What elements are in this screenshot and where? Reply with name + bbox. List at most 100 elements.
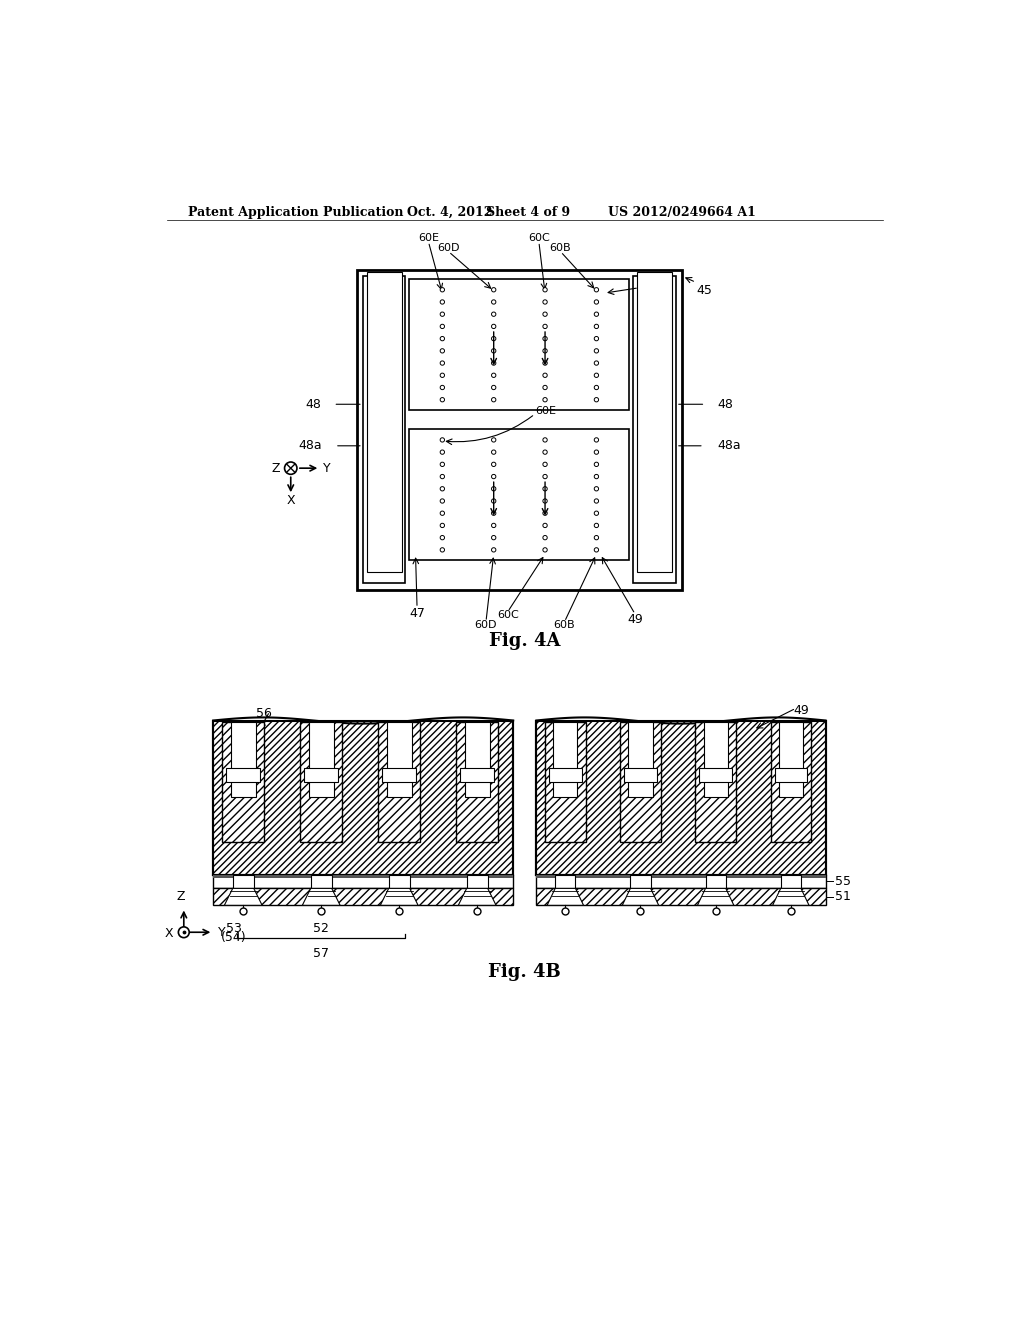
Bar (213, 875, 513, 888)
Circle shape (492, 374, 496, 378)
Circle shape (594, 385, 599, 389)
Circle shape (440, 462, 444, 466)
Text: 47: 47 (410, 607, 425, 619)
Circle shape (594, 450, 599, 454)
Text: 60B: 60B (550, 243, 571, 253)
Circle shape (594, 462, 599, 466)
Circle shape (492, 385, 496, 389)
Circle shape (543, 536, 547, 540)
Circle shape (543, 300, 547, 304)
Polygon shape (380, 888, 418, 906)
Text: US 2012/0249664 A1: US 2012/0249664 A1 (608, 206, 757, 219)
Circle shape (543, 397, 547, 401)
Circle shape (543, 360, 547, 366)
Text: 45: 45 (696, 284, 712, 297)
Text: Patent Application Publication: Patent Application Publication (188, 206, 403, 219)
Circle shape (543, 312, 547, 317)
Circle shape (543, 450, 547, 454)
Polygon shape (224, 888, 262, 906)
Circle shape (285, 462, 297, 474)
Circle shape (492, 548, 496, 552)
Bar (771, 722, 811, 842)
Circle shape (492, 397, 496, 401)
Polygon shape (459, 888, 496, 906)
Bar (537, 888, 825, 906)
Circle shape (543, 348, 547, 352)
Polygon shape (547, 888, 584, 906)
Polygon shape (623, 888, 658, 906)
Circle shape (594, 312, 599, 317)
Text: 60C: 60C (528, 234, 550, 243)
Bar (356, 271, 682, 590)
Bar (461, 768, 494, 783)
Circle shape (492, 312, 496, 317)
Polygon shape (697, 888, 734, 906)
Bar (456, 722, 499, 842)
Circle shape (440, 523, 444, 528)
Circle shape (492, 288, 496, 292)
Circle shape (594, 337, 599, 341)
Circle shape (543, 325, 547, 329)
Bar (300, 722, 342, 842)
Circle shape (594, 523, 599, 528)
Circle shape (440, 536, 444, 540)
Bar (537, 875, 825, 888)
Bar (213, 888, 513, 906)
Text: 48: 48 (717, 397, 733, 411)
Circle shape (594, 511, 599, 515)
Circle shape (543, 487, 547, 491)
Bar (537, 721, 825, 875)
Circle shape (492, 348, 496, 352)
Bar (545, 722, 586, 842)
Circle shape (440, 288, 444, 292)
Circle shape (543, 474, 547, 479)
Circle shape (440, 337, 444, 341)
Text: 57: 57 (313, 946, 330, 960)
Bar (706, 875, 726, 888)
Bar (631, 875, 650, 888)
Circle shape (440, 499, 444, 503)
Text: 60D: 60D (475, 620, 498, 631)
Circle shape (543, 374, 547, 378)
Text: 56: 56 (256, 706, 271, 719)
Text: (54): (54) (221, 932, 247, 945)
Bar (226, 768, 260, 783)
Circle shape (543, 288, 547, 292)
Circle shape (492, 462, 496, 466)
Bar (389, 875, 410, 888)
Circle shape (594, 499, 599, 503)
Circle shape (440, 360, 444, 366)
Text: X: X (164, 927, 173, 940)
Bar (621, 722, 660, 842)
Circle shape (440, 374, 444, 378)
Circle shape (440, 511, 444, 515)
Circle shape (492, 438, 496, 442)
Text: 60E: 60E (418, 234, 439, 243)
Bar (553, 722, 578, 797)
Bar (410, 429, 630, 561)
Circle shape (440, 300, 444, 304)
Bar (625, 768, 656, 783)
Bar (537, 874, 825, 878)
Circle shape (543, 438, 547, 442)
Circle shape (440, 474, 444, 479)
Text: 49: 49 (793, 704, 809, 717)
Text: X: X (287, 494, 295, 507)
Bar (213, 721, 513, 875)
Circle shape (440, 312, 444, 317)
Circle shape (492, 474, 496, 479)
Bar (230, 722, 256, 797)
Circle shape (543, 511, 547, 515)
Circle shape (594, 397, 599, 401)
Circle shape (492, 325, 496, 329)
Bar (633, 276, 676, 583)
Text: 60C: 60C (497, 610, 518, 620)
Bar (549, 768, 582, 783)
Text: Z: Z (176, 890, 185, 903)
Bar (378, 722, 420, 842)
Circle shape (594, 348, 599, 352)
Circle shape (594, 438, 599, 442)
Text: 49: 49 (628, 612, 643, 626)
Circle shape (594, 300, 599, 304)
Text: Z: Z (271, 462, 280, 475)
